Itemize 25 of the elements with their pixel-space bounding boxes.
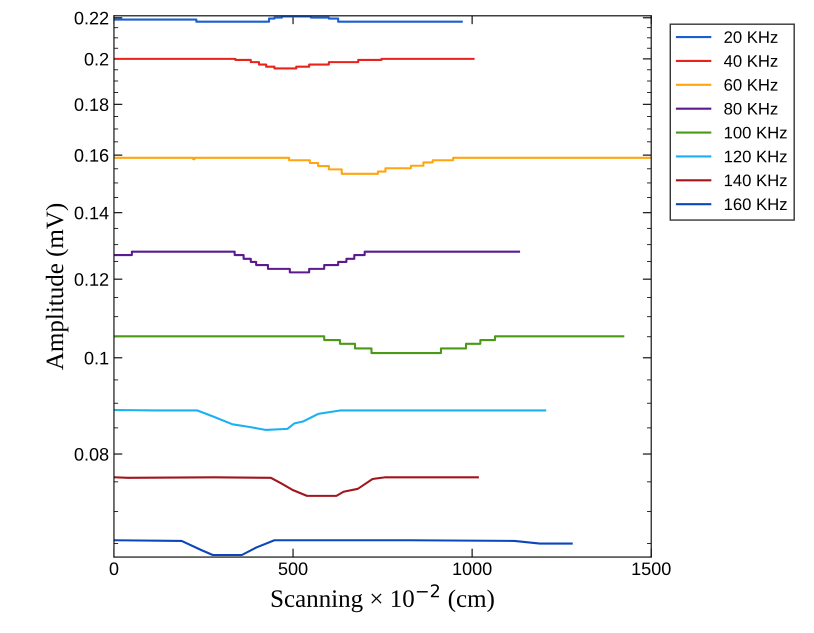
legend-label: 160 KHz [724,198,787,210]
line-series [114,408,546,431]
x-tick-label: 500 [278,562,308,576]
legend-label: 20 KHz [724,31,778,44]
legend-label: 140 KHz [724,174,787,186]
y-tick-label: 0.12 [74,273,108,286]
x-tick-label: 1500 [632,562,671,576]
y-axis-title: Amplitude (mV) [46,204,68,370]
legend-label: 100 KHz [724,126,787,139]
legend-label: 120 KHz [724,150,787,162]
y-tick-label: 0.2 [84,52,108,66]
legend-label: 40 KHz [724,55,778,67]
y-tick-label: 0.08 [74,448,108,461]
y-tick-label: 0.1 [84,352,108,365]
line-series [114,476,479,497]
y-tick-label: 0.22 [74,12,108,24]
legend-label: 60 KHz [724,79,778,91]
legend-label: 80 KHz [724,102,778,115]
y-tick-label: 0.18 [74,98,108,112]
x-tick-label: 0 [110,562,118,576]
x-tick-label: 1000 [453,562,492,576]
y-tick-label: 0.14 [74,206,109,220]
x-axis-title: Scanning × 10$^{−2}$ (cm) [272,584,494,612]
y-tick-label: 0.16 [74,149,108,162]
line-series [114,539,573,556]
